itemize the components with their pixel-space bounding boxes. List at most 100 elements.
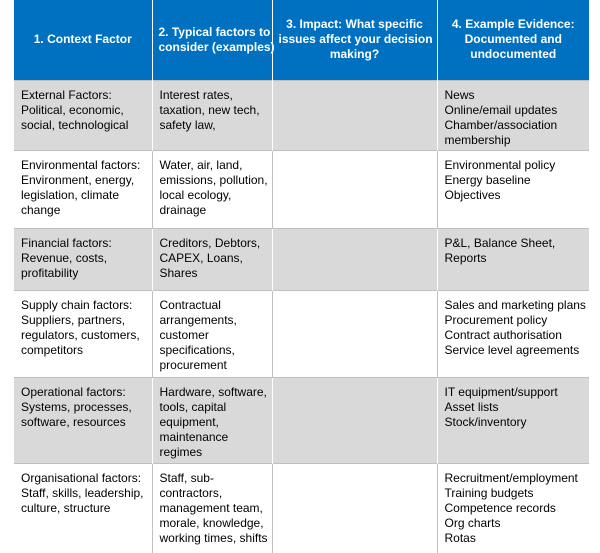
cell-line: Systems, processes, <box>21 399 132 414</box>
table-row: Organisational factors: Staff, skills, le… <box>14 462 589 553</box>
cell-line: morale, knowledge, <box>159 515 264 530</box>
table-cell: Operational factors: Systems, processes, s… <box>14 376 153 463</box>
table-cell <box>272 79 438 150</box>
cell-line: Organisational factors: <box>21 470 142 485</box>
cell-line: consider (examples) <box>158 39 275 54</box>
cell-line: regimes <box>159 444 203 459</box>
cell-line: Recruitment/employment <box>444 470 578 485</box>
table-cell: Staff, sub-contractors, management team, m… <box>152 462 273 553</box>
table-row: Financial factors: Revenue, costs, profita… <box>14 227 589 290</box>
cell-line: CAPEX, Loans, <box>159 250 243 265</box>
table-cell <box>272 149 438 228</box>
header-cell: 4. Example Evidence: Documented and undocu… <box>437 0 589 80</box>
cell-line: IT equipment/support <box>444 384 558 399</box>
table-cell: External Factors: Political, economic, soc… <box>14 79 153 150</box>
cell-line: undocumented <box>470 47 557 62</box>
cell-line: Revenue, costs, <box>21 250 108 265</box>
cell-line: 4. Example Evidence: <box>451 17 575 32</box>
table-cell <box>272 289 438 377</box>
cell-line: Documented and <box>464 32 562 47</box>
cell-line: Water, air, land, <box>159 157 243 172</box>
cell-line: culture, structure <box>21 500 111 515</box>
cell-line: Environment, energy, <box>21 172 135 187</box>
cell-line: Rotas <box>444 530 476 545</box>
cell-line: Environmental factors: <box>21 157 141 172</box>
cell-line: Org charts <box>444 515 501 530</box>
table-cell: Environmental factors: Environment, energ… <box>14 149 153 228</box>
table-row: Environmental factors: Environment, energ… <box>14 149 589 228</box>
table-row: Operational factors: Systems, processes, s… <box>14 376 589 463</box>
table-cell: Sales and marketing plans Procurement pol… <box>437 289 589 377</box>
cell-line: equipment, <box>159 414 219 429</box>
table-cell: Interest rates, taxation, new tech, safety… <box>152 79 273 150</box>
cell-line: Online/email updates <box>444 102 558 117</box>
cell-line: arrangements, <box>159 312 237 327</box>
cell-line: safety law, <box>159 117 216 132</box>
table-cell: Organisational factors: Staff, skills, le… <box>14 462 153 553</box>
cell-line: Staff, skills, leadership, <box>21 485 144 500</box>
cell-line: working times, shifts <box>159 530 268 545</box>
cell-line: Training budgets <box>444 485 534 500</box>
cell-line: management team, <box>159 500 263 515</box>
cell-line: specifications, <box>159 342 235 357</box>
cell-line: emissions, pollution, <box>159 172 268 187</box>
cell-line: Operational factors: <box>21 384 126 399</box>
cell-line: Sales and marketing plans <box>444 297 586 312</box>
cell-line: Energy baseline <box>444 172 531 187</box>
table-cell: Creditors, Debtors, CAPEX, Loans, Shares <box>152 227 273 290</box>
table-cell: Financial factors: Revenue, costs, profita… <box>14 227 153 290</box>
cell-line: customer <box>159 327 209 342</box>
cell-line: News <box>444 87 475 102</box>
cell-line: regulators, customers, <box>21 327 140 342</box>
table-cell: P&L, Balance Sheet, Reports <box>437 227 589 290</box>
header-cell: 3. Impact: What specific issues affect yo… <box>272 0 438 80</box>
table-cell: Recruitment/employment Training budgets Co… <box>437 462 589 553</box>
table-cell: Supply chain factors: Suppliers, partners… <box>14 289 153 377</box>
header-cell: 1. Context Factor <box>14 0 153 80</box>
cell-line: Staff, sub- <box>159 470 214 485</box>
cell-line: Reports <box>444 250 487 265</box>
cell-line: tools, capital <box>159 399 227 414</box>
cell-line: Competence records <box>444 500 556 515</box>
cell-line: Asset lists <box>444 399 499 414</box>
header-row: 1. Context Factor 2. Typical factors to co… <box>14 0 589 80</box>
cell-line: Contractual <box>159 297 221 312</box>
cell-line: Objectives <box>444 187 501 202</box>
cell-line: Chamber/association <box>444 117 558 132</box>
cell-line: membership <box>444 132 511 147</box>
cell-line: External Factors: <box>21 87 112 102</box>
table-cell <box>272 462 438 553</box>
table-cell <box>272 227 438 290</box>
cell-line: Stock/inventory <box>444 414 527 429</box>
cell-line: profitability <box>21 265 79 280</box>
cell-line: software, resources <box>21 414 126 429</box>
cell-line: Supply chain factors: <box>21 297 133 312</box>
table-row: Supply chain factors: Suppliers, partners… <box>14 289 589 377</box>
cell-line: contractors, <box>159 485 223 500</box>
table-cell: Hardware, software, tools, capital equipme… <box>152 376 273 463</box>
table-cell: News Online/email updates Chamber/associat… <box>437 79 589 150</box>
cell-line: social, technological <box>21 117 129 132</box>
cell-line: 1. Context Factor <box>33 32 132 47</box>
cell-line: making? <box>329 47 380 62</box>
table-cell: Water, air, land, emissions, pollution, lo… <box>152 149 273 228</box>
cell-line: Financial factors: <box>21 235 112 250</box>
cell-line: Service level agreements <box>444 342 580 357</box>
cell-line: maintenance <box>159 429 229 444</box>
cell-line: drainage <box>159 202 207 217</box>
table-cell: IT equipment/support Asset lists Stock/inv… <box>437 376 589 463</box>
context-table: 1. Context Factor 2. Typical factors to co… <box>14 0 589 553</box>
cell-line: 2. Typical factors to <box>158 24 271 39</box>
cell-line: legislation, climate <box>21 187 120 202</box>
table-cell <box>272 376 438 463</box>
header-cell: 2. Typical factors to consider (examples) <box>152 0 275 80</box>
cell-line: Creditors, Debtors, <box>159 235 261 250</box>
cell-line: competitors <box>21 342 84 357</box>
cell-line: Procurement policy <box>444 312 548 327</box>
cell-line: issues affect your decision <box>278 32 433 47</box>
cell-line: taxation, new tech, <box>159 102 260 117</box>
table-row: External Factors: Political, economic, soc… <box>14 79 589 150</box>
cell-line: 3. Impact: What specific <box>286 17 423 32</box>
cell-line: Hardware, software, <box>159 384 267 399</box>
